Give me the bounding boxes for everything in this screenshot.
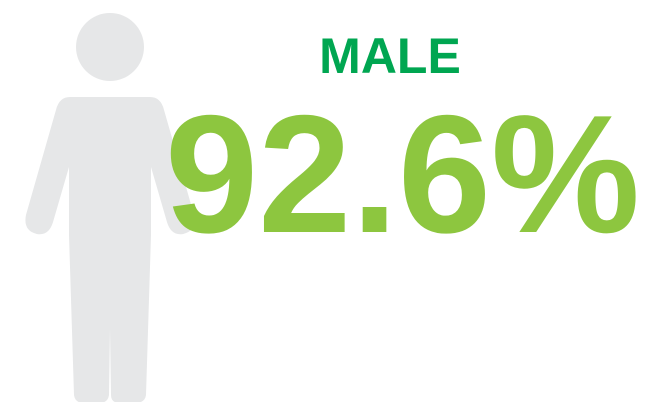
person-head: [76, 13, 144, 81]
person-icon: [25, 13, 195, 402]
stat-label: MALE: [319, 28, 461, 84]
person-body: [25, 97, 195, 402]
stat-value: 92.6%: [165, 80, 640, 268]
